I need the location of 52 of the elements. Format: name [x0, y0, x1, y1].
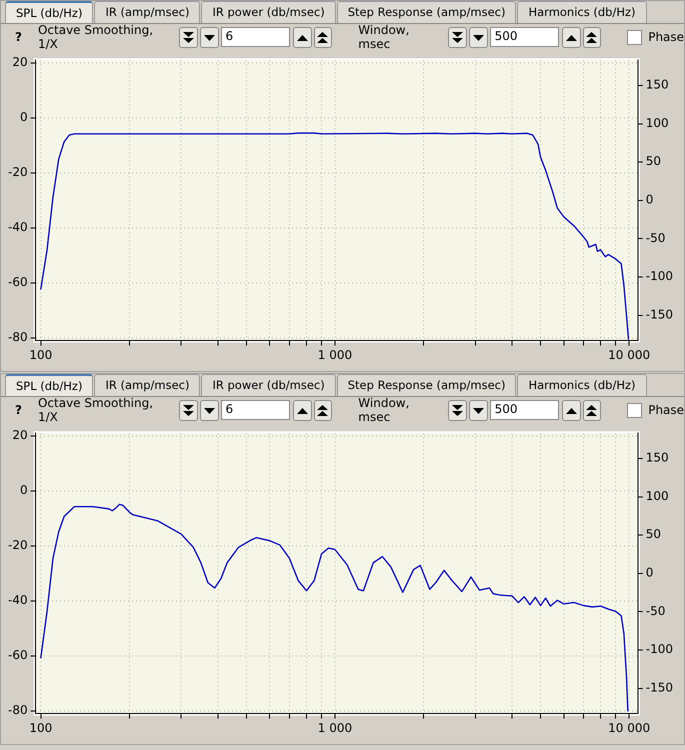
- y2-tick-label: 100: [646, 488, 669, 503]
- y2-tick-label: 100: [646, 116, 669, 130]
- y2-tick-label: -100: [646, 642, 673, 656]
- text: Window, msec: [358, 23, 410, 51]
- text-field: 6: [220, 400, 290, 420]
- y2-tick-label: 150: [646, 450, 669, 465]
- text-field: 500: [490, 400, 559, 420]
- y-tick-label: -40: [8, 593, 28, 608]
- text: Phase: [648, 30, 684, 44]
- text: Window, msec: [358, 396, 410, 424]
- y-tick-label: -20: [8, 165, 28, 180]
- y-tick-label: 20: [12, 428, 28, 442]
- x-tick-label: 10 000: [608, 720, 650, 735]
- y-tick-label: -60: [8, 274, 28, 289]
- text-field: 6: [220, 27, 290, 47]
- text: IR power (db/msec): [201, 1, 336, 23]
- y2-tick-label: 150: [646, 78, 669, 92]
- y2-tick-label: -50: [646, 230, 666, 245]
- y-tick-label: -60: [8, 648, 28, 662]
- x-tick-label: 100: [29, 348, 52, 362]
- text: Harmonics (db/Hz): [517, 374, 647, 396]
- y2-tick-label: 50: [646, 527, 662, 542]
- y-tick-label: -20: [8, 538, 28, 552]
- text: Octave Smoothing, 1/X: [38, 23, 154, 51]
- y2-tick-label: 50: [646, 154, 662, 168]
- x-tick-label: 1 000: [318, 720, 352, 735]
- x-tick-label: 10 000: [608, 348, 650, 362]
- y2-tick-label: -100: [646, 269, 673, 284]
- y-tick-label: -40: [8, 220, 28, 234]
- text: Octave Smoothing, 1/X: [38, 396, 154, 424]
- text: IR (amp/msec): [94, 1, 200, 23]
- text: ?: [15, 403, 22, 417]
- x-tick-label: 1 000: [318, 348, 352, 362]
- text: Step Response (amp/msec): [336, 1, 516, 23]
- text: ?: [15, 30, 22, 44]
- text: IR power (db/msec): [201, 374, 336, 396]
- text: Harmonics (db/Hz): [517, 1, 647, 23]
- y-tick-label: 0: [20, 483, 28, 498]
- y2-tick-label: 0: [646, 192, 654, 207]
- y2-tick-label: 0: [646, 566, 654, 580]
- y2-tick-label: -150: [646, 680, 673, 694]
- text: Step Response (amp/msec): [336, 374, 516, 396]
- y-tick-label: 20: [12, 55, 28, 70]
- x-tick-label: 100: [29, 720, 52, 735]
- y-tick-label: 0: [20, 110, 28, 124]
- text-field: 500: [490, 27, 559, 47]
- y-tick-label: -80: [8, 330, 28, 344]
- y2-tick-label: -50: [646, 604, 666, 618]
- y2-tick-label: -150: [646, 307, 673, 322]
- y-tick-label: -80: [8, 702, 28, 717]
- text: IR (amp/msec): [94, 374, 200, 396]
- text: Phase: [648, 403, 684, 417]
